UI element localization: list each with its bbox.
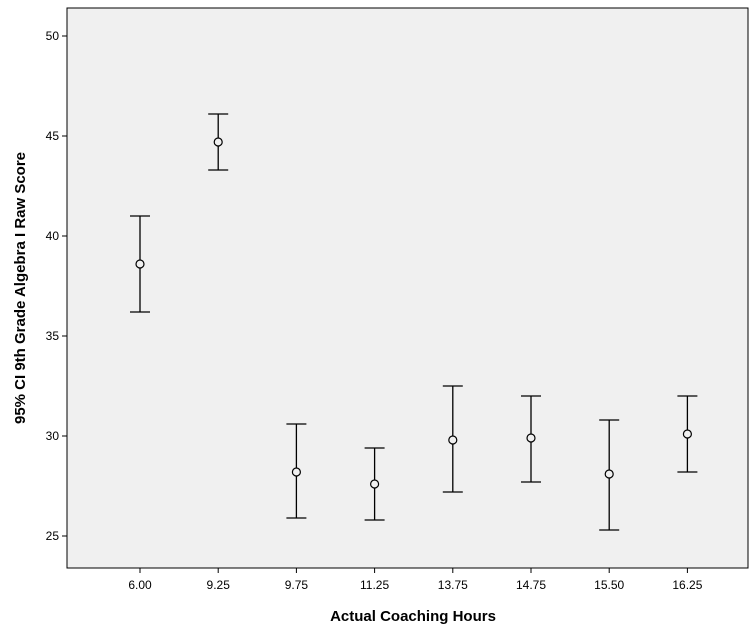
error-bar-group	[442, 385, 463, 493]
error-bar-group	[130, 215, 150, 313]
x-axis: 6.00 9.25 9.75 11.25 13.75 14.75 15.50 16.25	[128, 568, 703, 592]
x-tick-label: 15.50	[594, 578, 624, 592]
y-tick-label: 30	[46, 429, 60, 443]
error-bar-group	[364, 447, 385, 521]
x-tick-label: 14.75	[516, 578, 546, 592]
mean-point	[448, 435, 458, 445]
mean-point	[682, 429, 693, 439]
x-tick-label: 13.75	[438, 578, 468, 592]
plot-area	[66, 7, 749, 569]
mean-point	[135, 259, 145, 269]
x-axis-title: Actual Coaching Hours	[330, 608, 496, 625]
mean-point	[526, 433, 536, 443]
error-bar-group	[208, 113, 229, 171]
x-tick-label: 9.25	[207, 578, 231, 592]
y-axis: 25 30 35 40 45 50	[46, 29, 67, 543]
error-bars	[130, 113, 698, 531]
y-axis-title: 95% CI 9th Grade Algebra I Raw Score	[12, 152, 29, 424]
mean-point	[291, 467, 301, 477]
x-tick-label: 11.25	[360, 578, 389, 592]
error-bar-group	[677, 395, 698, 473]
error-bar-group	[521, 395, 541, 483]
y-tick-label: 35	[46, 329, 60, 343]
error-bar-group	[286, 423, 307, 519]
error-bar-group	[599, 419, 620, 531]
x-tick-label: 16.25	[672, 578, 702, 592]
mean-point	[604, 469, 614, 479]
mean-point	[370, 479, 380, 489]
y-tick-label: 40	[46, 229, 60, 243]
x-tick-label: 6.00	[128, 578, 152, 592]
x-tick-label: 9.75	[285, 578, 309, 592]
y-tick-label: 50	[46, 29, 60, 43]
y-tick-label: 25	[46, 529, 60, 543]
y-tick-label: 45	[46, 129, 60, 143]
mean-point	[213, 137, 223, 147]
